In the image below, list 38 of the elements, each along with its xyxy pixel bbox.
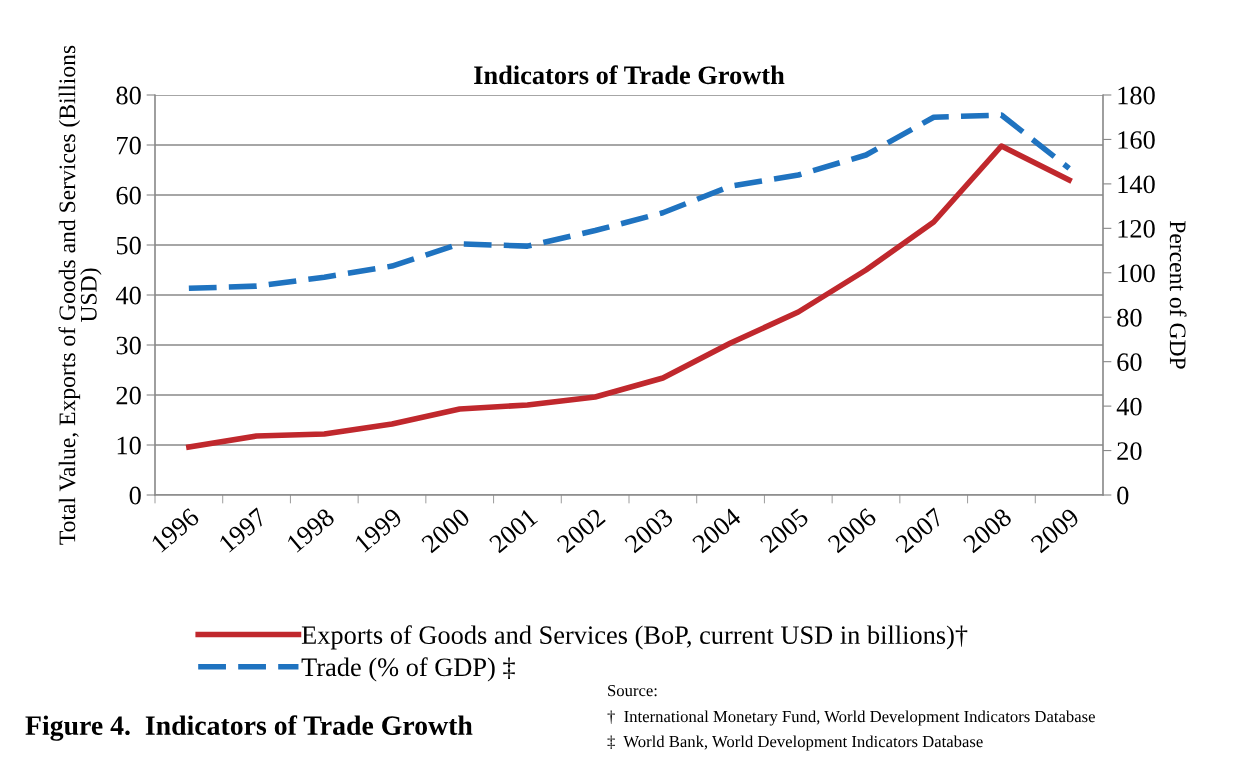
- x-tick-label: 2001: [488, 507, 539, 554]
- y2-tick-label: 180: [1118, 86, 1155, 105]
- x-tick-label: 2009: [1030, 507, 1081, 554]
- y2-tick-label: 100: [1118, 264, 1155, 283]
- x-tick-label: 2000: [420, 507, 471, 554]
- x-tick-label: 1999: [353, 507, 404, 553]
- y2-tick-label: 160: [1118, 131, 1155, 149]
- y2-tick-label: 40: [1116, 397, 1142, 416]
- y2-tick-label: 60: [1117, 353, 1142, 372]
- x-tick-label: 1996: [150, 507, 201, 553]
- legend-label: Trade (% of GDP) ‡: [301, 657, 515, 682]
- x-tick-label: 2002: [556, 507, 606, 554]
- source-note: Source:: [608, 684, 657, 697]
- y-tick-label: 80: [116, 86, 141, 105]
- y-tick-label: 20: [116, 386, 141, 405]
- y2-tick-label: 20: [1117, 442, 1142, 460]
- legend-label: Exports of Goods and Services (BoP, current USD in billions)†: [301, 625, 968, 650]
- x-tick-label: 2004: [691, 506, 743, 554]
- y2-tick-label: 140: [1118, 175, 1155, 194]
- y-tick-label: 50: [116, 236, 141, 255]
- caption: Figure 4. Indicators of Trade Growth: [25, 715, 473, 741]
- chart-title: Indicators of Trade Growth: [474, 65, 785, 85]
- y-tick-label: 0: [129, 486, 141, 505]
- y-tick-label: 10: [117, 436, 141, 455]
- y2-tick-label: 0: [1117, 486, 1129, 505]
- text: † International Monetary Fund, World Development Indicators Database: [607, 710, 1095, 726]
- y-tick-label: 70: [117, 136, 141, 155]
- y2-axis-title: Percent of GDP: [1169, 220, 1187, 369]
- y-tick-label: 60: [116, 186, 141, 205]
- x-tick-label: 1998: [286, 507, 336, 553]
- x-tick-label: 2008: [962, 507, 1013, 554]
- x-tick-label: 2003: [623, 507, 674, 554]
- y2-tick-label: 80: [1117, 308, 1142, 327]
- text: ‡ World Bank, World Development Indicators Database: [607, 735, 983, 751]
- y2-tick-label: 120: [1118, 219, 1155, 238]
- y-tick-label: 40: [115, 286, 141, 305]
- y-axis-title: Total Value, Exports of Goods and Services (Billions USD): [58, 45, 102, 545]
- y-tick-label: 30: [116, 336, 141, 355]
